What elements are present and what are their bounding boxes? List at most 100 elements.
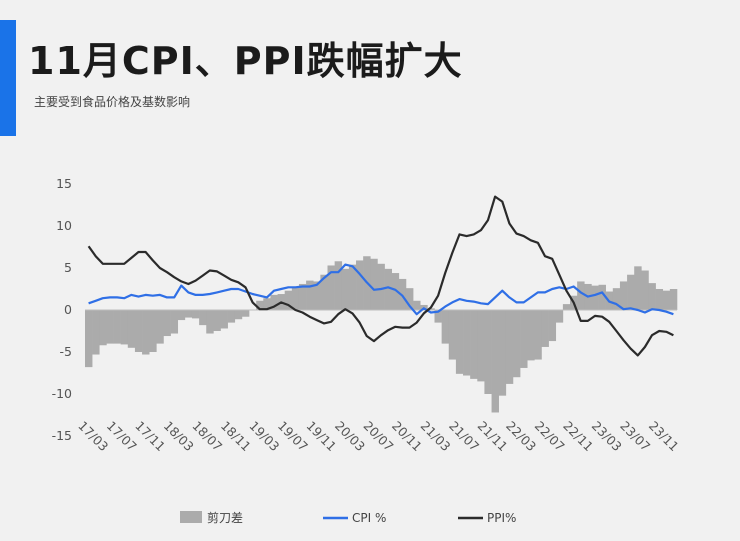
spread-bar xyxy=(284,290,293,310)
spread-bar xyxy=(491,310,499,413)
spread-bar xyxy=(256,300,264,310)
spread-bar xyxy=(170,310,179,334)
x-tick-label: 20/11 xyxy=(389,418,425,454)
ppi-line xyxy=(87,195,674,357)
legend-label-cpi: CPI % xyxy=(352,511,386,525)
x-tick-label: 17/07 xyxy=(104,418,140,454)
spread-bar xyxy=(477,310,485,382)
spread-bar xyxy=(591,285,599,310)
x-tick-label: 19/07 xyxy=(275,418,311,454)
x-tick-label: 19/03 xyxy=(246,418,282,454)
x-tick-label: 21/11 xyxy=(475,418,511,454)
spread-bar xyxy=(334,261,343,310)
x-tick-label: 20/03 xyxy=(332,418,368,454)
spread-bar xyxy=(391,273,400,310)
spread-bar xyxy=(384,268,392,310)
accent-bar xyxy=(0,20,16,136)
y-tick-label: -10 xyxy=(52,386,72,401)
spread-bar xyxy=(413,300,421,310)
x-tick-label: 22/07 xyxy=(532,418,568,454)
spread-bar xyxy=(619,281,628,310)
spread-bar xyxy=(562,304,571,310)
spread-bar xyxy=(512,310,521,378)
x-tick-label: 21/07 xyxy=(446,418,482,454)
spread-bar xyxy=(669,289,678,310)
spread-bar xyxy=(448,310,457,360)
cpi-line xyxy=(88,263,674,316)
spread-bar xyxy=(106,310,114,344)
spread-bar xyxy=(184,310,193,318)
x-tick-label: 17/03 xyxy=(75,418,111,454)
spread-bar xyxy=(291,287,300,310)
spread-bar xyxy=(648,283,656,310)
spread-bar xyxy=(220,310,228,329)
spread-bar xyxy=(298,283,307,310)
spread-bar xyxy=(92,310,100,355)
spread-bar xyxy=(527,310,535,361)
spread-bar xyxy=(484,310,492,394)
x-tick-label: 17/11 xyxy=(132,418,168,454)
spread-bar xyxy=(85,310,93,368)
spread-bar xyxy=(227,310,236,323)
x-tick-label: 23/03 xyxy=(589,418,625,454)
x-tick-label: 23/11 xyxy=(646,418,682,454)
x-tick-label: 21/03 xyxy=(418,418,454,454)
spread-bar xyxy=(555,310,564,323)
x-tick-label: 18/11 xyxy=(218,418,254,454)
y-tick-label: 10 xyxy=(56,218,72,233)
spread-bar xyxy=(348,264,357,310)
spread-bar xyxy=(191,310,200,319)
spread-bar xyxy=(270,294,278,310)
spread-bar xyxy=(113,310,121,344)
x-tick-label: 22/11 xyxy=(560,418,596,454)
spread-bar xyxy=(662,290,671,310)
spread-bar xyxy=(320,274,328,310)
x-tick-label: 20/07 xyxy=(361,418,397,454)
spread-bar xyxy=(505,310,514,384)
y-tick-label: 0 xyxy=(64,302,72,317)
spread-bar xyxy=(306,280,314,310)
spread-bar xyxy=(541,310,549,347)
spread-bar xyxy=(598,284,606,310)
spread-bar xyxy=(548,310,557,342)
spread-bar xyxy=(142,310,150,355)
spread-bar xyxy=(534,310,542,360)
x-tick-label: 18/03 xyxy=(161,418,197,454)
spread-bar xyxy=(199,310,207,326)
page-subtitle: 主要受到食品价格及基数影响 xyxy=(34,95,191,109)
x-tick-label: 22/03 xyxy=(503,418,539,454)
spread-bar xyxy=(213,310,221,331)
spread-bar xyxy=(120,310,129,345)
spread-bar xyxy=(370,258,378,310)
spread-bar xyxy=(234,310,243,320)
spread-bar xyxy=(163,310,171,337)
spread-bar xyxy=(134,310,143,352)
legend-label-spread: 剪刀差 xyxy=(207,510,243,525)
spread-bar xyxy=(156,310,164,344)
y-tick-label: 15 xyxy=(56,176,72,191)
x-tick-label: 19/11 xyxy=(303,418,339,454)
spread-bar xyxy=(641,270,649,310)
legend-label-ppi: PPI% xyxy=(487,511,516,525)
spread-bar xyxy=(377,263,385,310)
spread-bar xyxy=(127,310,136,348)
page-title: 11月CPI、PPI跌幅扩大 xyxy=(28,39,463,83)
spread-bar xyxy=(99,310,107,346)
spread-bar xyxy=(470,310,478,379)
spread-bar xyxy=(177,310,186,321)
spread-bar xyxy=(455,310,464,374)
spread-bar xyxy=(341,268,350,310)
spread-bar xyxy=(427,308,435,310)
spread-bar xyxy=(313,281,321,310)
y-tick-label: -15 xyxy=(52,428,72,443)
spread-bar xyxy=(405,288,414,310)
spread-bar xyxy=(149,310,157,352)
spread-bar xyxy=(520,310,528,368)
spread-bar xyxy=(655,289,664,310)
spread-bar xyxy=(577,281,585,310)
spread-bar xyxy=(441,310,450,344)
y-tick-label: -5 xyxy=(60,344,72,359)
y-tick-label: 5 xyxy=(64,260,72,275)
legend-swatch-spread xyxy=(180,511,202,523)
